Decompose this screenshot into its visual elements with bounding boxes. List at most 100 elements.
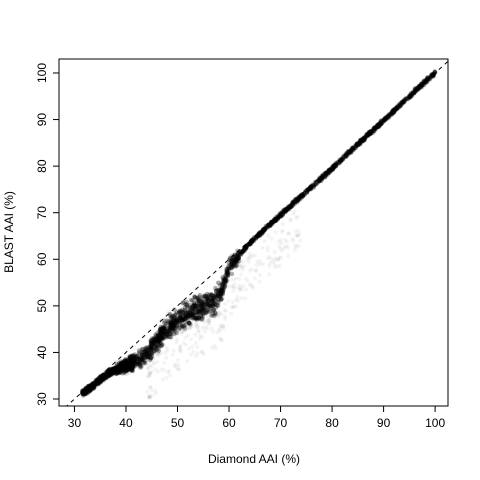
scatter-point bbox=[397, 103, 403, 108]
scatter-point bbox=[279, 212, 284, 218]
scatter-point bbox=[316, 177, 322, 182]
scatter-point bbox=[87, 385, 93, 391]
scatter-point bbox=[153, 391, 158, 396]
scatter-point bbox=[206, 318, 211, 324]
scatter-point bbox=[162, 368, 167, 372]
scatter-point bbox=[112, 368, 117, 374]
scatter-point bbox=[146, 395, 151, 400]
scatter-point bbox=[230, 261, 236, 266]
scatter-point bbox=[122, 366, 127, 372]
scatter-point bbox=[181, 317, 186, 323]
scatter-point bbox=[125, 365, 130, 370]
scatter-point bbox=[340, 157, 346, 162]
scatter-point bbox=[149, 345, 154, 351]
scatter-point bbox=[114, 366, 119, 372]
scatter-point bbox=[329, 167, 335, 172]
scatter-point bbox=[100, 375, 105, 381]
scatter-point bbox=[296, 195, 301, 201]
scatter-point bbox=[333, 163, 339, 168]
scatter-point bbox=[416, 86, 422, 91]
scatter-point bbox=[269, 220, 274, 225]
scatter-point bbox=[86, 386, 91, 392]
scatter-point bbox=[98, 376, 103, 382]
scatter-point bbox=[206, 295, 211, 301]
scatter-point bbox=[234, 263, 239, 269]
scatter-point bbox=[192, 295, 198, 300]
scatter-point bbox=[80, 390, 86, 396]
scatter-point bbox=[199, 307, 205, 313]
scatter-point bbox=[298, 193, 303, 199]
scatter-point bbox=[135, 358, 140, 364]
scatter-point bbox=[111, 368, 116, 374]
scatter-point bbox=[191, 349, 196, 354]
scatter-point bbox=[110, 367, 116, 372]
scatter-point bbox=[333, 163, 339, 169]
scatter-point bbox=[140, 347, 145, 353]
scatter-point bbox=[196, 329, 201, 334]
scatter-point bbox=[232, 277, 236, 282]
scatter-point bbox=[322, 170, 328, 176]
scatter-point bbox=[187, 305, 193, 311]
scatter-point bbox=[109, 368, 114, 374]
scatter-point bbox=[206, 322, 211, 327]
scatter-point bbox=[304, 189, 310, 194]
scatter-point bbox=[253, 234, 259, 240]
scatter-point bbox=[357, 140, 363, 146]
scatter-point bbox=[304, 189, 310, 195]
scatter-point bbox=[96, 380, 101, 386]
scatter-point bbox=[164, 355, 169, 360]
scatter-point bbox=[183, 319, 188, 325]
scatter-point bbox=[415, 85, 421, 91]
scatter-point bbox=[109, 368, 114, 374]
scatter-point bbox=[348, 147, 354, 153]
scatter-point bbox=[144, 354, 149, 359]
scatter-point bbox=[247, 241, 253, 246]
scatter-point bbox=[348, 148, 354, 153]
scatter-point bbox=[189, 352, 194, 357]
scatter-point bbox=[317, 178, 322, 184]
scatter-point bbox=[190, 308, 196, 313]
scatter-point bbox=[243, 276, 248, 281]
scatter-point bbox=[174, 322, 180, 328]
scatter-point bbox=[274, 214, 280, 220]
scatter-point bbox=[101, 373, 107, 379]
scatter-point bbox=[151, 341, 157, 346]
scatter-point bbox=[232, 258, 238, 263]
scatter-point bbox=[381, 118, 387, 123]
scatter-point bbox=[422, 80, 428, 86]
scatter-point bbox=[118, 359, 124, 365]
scatter-point bbox=[131, 353, 136, 359]
scatter-point bbox=[159, 335, 164, 340]
scatter-point bbox=[180, 310, 186, 315]
scatter-point bbox=[272, 262, 277, 267]
scatter-point bbox=[205, 302, 211, 308]
scatter-point bbox=[198, 317, 203, 322]
scatter-point bbox=[111, 367, 117, 373]
scatter-point bbox=[239, 250, 245, 255]
scatter-point bbox=[95, 378, 101, 384]
scatter-point bbox=[115, 366, 121, 371]
scatter-point bbox=[133, 362, 139, 367]
scatter-point bbox=[149, 345, 155, 350]
scatter-point bbox=[280, 222, 285, 227]
scatter-point bbox=[162, 329, 168, 334]
scatter-point bbox=[168, 318, 174, 324]
scatter-point bbox=[339, 158, 344, 164]
scatter-point bbox=[108, 366, 114, 372]
scatter-point bbox=[273, 218, 278, 224]
scatter-point bbox=[187, 309, 193, 315]
scatter-point bbox=[368, 130, 374, 135]
scatter-point bbox=[98, 379, 103, 384]
scatter-point bbox=[236, 255, 241, 261]
scatter-point bbox=[121, 361, 126, 366]
scatter-point bbox=[81, 391, 86, 396]
scatter-point bbox=[180, 323, 185, 329]
scatter-point bbox=[275, 214, 280, 219]
scatter-point bbox=[335, 160, 341, 166]
scatter-point bbox=[201, 310, 206, 316]
scatter-point bbox=[90, 384, 95, 390]
scatter-point bbox=[96, 378, 101, 384]
scatter-point bbox=[166, 325, 171, 331]
scatter-point bbox=[196, 328, 201, 333]
scatter-point bbox=[105, 373, 110, 378]
